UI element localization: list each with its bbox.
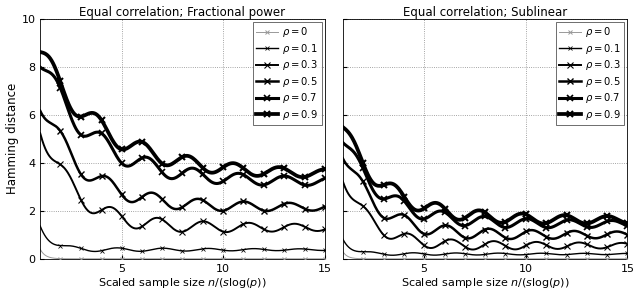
X-axis label: Scaled sample size $n/(s\log(p))$: Scaled sample size $n/(s\log(p))$	[401, 276, 570, 290]
Legend: $\rho = 0$, $\rho = 0.1$, $\rho = 0.3$, $\rho = 0.5$, $\rho = 0.7$, $\rho = 0.9$: $\rho = 0$, $\rho = 0.1$, $\rho = 0.3$, …	[556, 22, 625, 125]
Title: Equal correlation; Fractional power: Equal correlation; Fractional power	[79, 6, 285, 19]
X-axis label: Scaled sample size $n/(s\log(p))$: Scaled sample size $n/(s\log(p))$	[98, 276, 267, 290]
Legend: $\rho = 0$, $\rho = 0.1$, $\rho = 0.3$, $\rho = 0.5$, $\rho = 0.7$, $\rho = 0.9$: $\rho = 0$, $\rho = 0.1$, $\rho = 0.3$, …	[253, 22, 322, 125]
Title: Equal correlation; Sublinear: Equal correlation; Sublinear	[403, 6, 567, 19]
Y-axis label: Hamming distance: Hamming distance	[6, 83, 19, 194]
